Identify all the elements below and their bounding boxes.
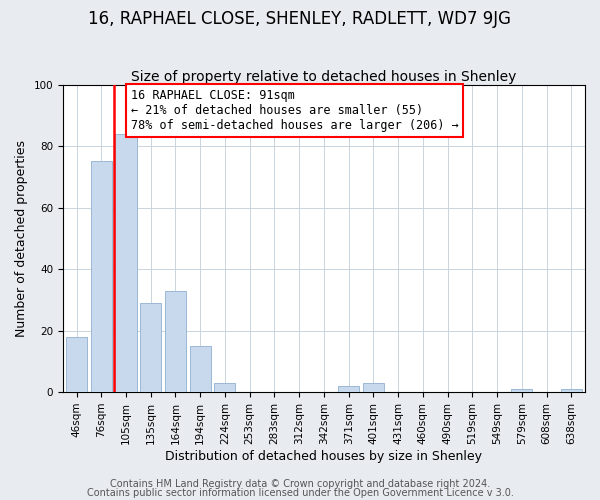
Title: Size of property relative to detached houses in Shenley: Size of property relative to detached ho… (131, 70, 517, 85)
Y-axis label: Number of detached properties: Number of detached properties (15, 140, 28, 337)
Text: 16 RAPHAEL CLOSE: 91sqm
← 21% of detached houses are smaller (55)
78% of semi-de: 16 RAPHAEL CLOSE: 91sqm ← 21% of detache… (131, 89, 458, 132)
Text: 16, RAPHAEL CLOSE, SHENLEY, RADLETT, WD7 9JG: 16, RAPHAEL CLOSE, SHENLEY, RADLETT, WD7… (89, 10, 511, 28)
Bar (115, 134, 137, 392)
Bar (511, 389, 532, 392)
Bar (91, 162, 112, 392)
Bar (190, 346, 211, 392)
Bar (338, 386, 359, 392)
Text: Contains public sector information licensed under the Open Government Licence v : Contains public sector information licen… (86, 488, 514, 498)
Bar (363, 383, 384, 392)
Bar (165, 290, 186, 392)
Bar (214, 383, 235, 392)
X-axis label: Distribution of detached houses by size in Shenley: Distribution of detached houses by size … (166, 450, 482, 462)
Bar (561, 389, 582, 392)
Text: Contains HM Land Registry data © Crown copyright and database right 2024.: Contains HM Land Registry data © Crown c… (110, 479, 490, 489)
Bar (140, 303, 161, 392)
Bar (66, 336, 87, 392)
